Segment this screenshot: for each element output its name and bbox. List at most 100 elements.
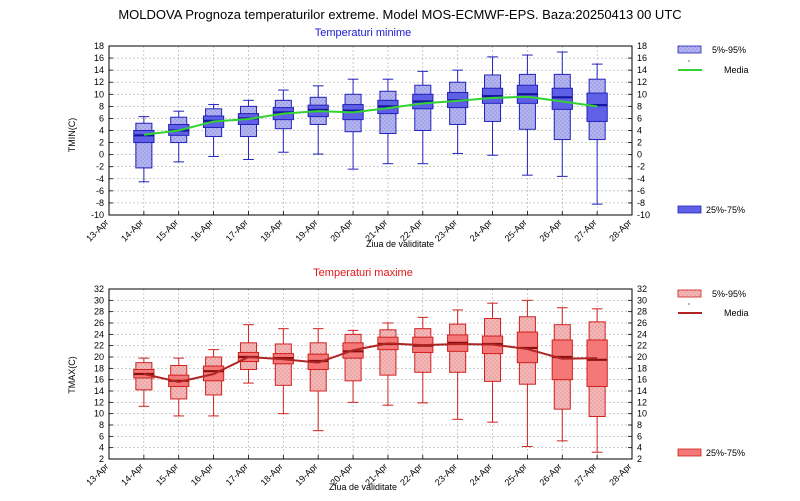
y-tick-label-right: 16 bbox=[637, 375, 647, 385]
y-tick-label-right: -6 bbox=[637, 186, 645, 196]
mean-line bbox=[143, 342, 598, 383]
legend-label-mean: Media bbox=[724, 65, 749, 75]
legend-label-p25-75: 25%-75% bbox=[706, 448, 745, 458]
y-tick-label-left: -4 bbox=[96, 174, 104, 184]
x-tick-label: 27-Apr bbox=[572, 217, 598, 243]
y-tick-label-left: -8 bbox=[96, 198, 104, 208]
y-tick-label-right: 18 bbox=[637, 363, 647, 373]
y-tick-label-left: 8 bbox=[99, 101, 104, 111]
y-tick-label-left: 16 bbox=[94, 53, 104, 63]
y-tick-label-right: 10 bbox=[637, 89, 647, 99]
y-tick-label-right: 4 bbox=[637, 443, 642, 453]
y-tick-label-right: 6 bbox=[637, 113, 642, 123]
y-tick-label-right: 4 bbox=[637, 126, 642, 136]
plot-frame bbox=[108, 288, 633, 460]
box-p25-p75 bbox=[551, 87, 573, 110]
y-tick-label-right: 20 bbox=[637, 352, 647, 362]
legend-dot-marker bbox=[688, 303, 690, 305]
y-tick-label-right: 2 bbox=[637, 138, 642, 148]
legend-swatch-p5-95 bbox=[677, 289, 702, 298]
y-tick-label-left: 14 bbox=[94, 65, 104, 75]
legend-dot-marker bbox=[688, 60, 690, 62]
x-tick-label: 15-Apr bbox=[154, 461, 180, 487]
x-tick-label: 24-Apr bbox=[468, 461, 494, 487]
y-tick-label-left: -2 bbox=[96, 162, 104, 172]
box-p25-p75 bbox=[133, 130, 155, 144]
x-tick-label: 13-Apr bbox=[84, 461, 110, 487]
y-tick-label-left: 16 bbox=[94, 375, 104, 385]
legend-swatch-p25-75 bbox=[677, 448, 702, 457]
legend-label-mean: Media bbox=[724, 308, 749, 318]
y-tick-label-right: 10 bbox=[637, 409, 647, 419]
y-tick-label-right: 16 bbox=[637, 53, 647, 63]
y-tick-label-right: 2 bbox=[637, 454, 642, 464]
y-tick-label-right: 24 bbox=[637, 329, 647, 339]
box-p5-p95 bbox=[274, 343, 292, 386]
x-tick-label: 25-Apr bbox=[503, 461, 529, 487]
x-tick-label: 15-Apr bbox=[154, 217, 180, 243]
y-tick-label-left: 2 bbox=[99, 138, 104, 148]
tmin-panel-title: Temperaturi minime bbox=[315, 27, 412, 39]
x-tick-label: 28-Apr bbox=[607, 461, 633, 487]
box-p5-p95 bbox=[379, 329, 397, 376]
y-tick-label-left: 12 bbox=[94, 77, 104, 87]
x-tick-label: 17-Apr bbox=[224, 461, 250, 487]
tmax-panel-title: Temperaturi maxime bbox=[313, 267, 413, 279]
y-tick-label-right: -4 bbox=[637, 174, 645, 184]
x-tick-label: 26-Apr bbox=[538, 461, 564, 487]
y-tick-label-left: -6 bbox=[96, 186, 104, 196]
x-tick-label: 23-Apr bbox=[433, 217, 459, 243]
tmax-panel: Temperaturi maxime Ziua de validitate TM… bbox=[67, 267, 749, 492]
y-tick-label-right: -8 bbox=[637, 198, 645, 208]
mean-line bbox=[143, 95, 598, 136]
y-tick-label-right: 30 bbox=[637, 295, 647, 305]
y-tick-label-right: 6 bbox=[637, 431, 642, 441]
y-tick-label-left: 32 bbox=[94, 284, 104, 294]
y-tick-label-left: 10 bbox=[94, 89, 104, 99]
y-tick-label-right: 14 bbox=[637, 386, 647, 396]
y-tick-label-right: 18 bbox=[637, 41, 647, 51]
y-tick-label-left: -10 bbox=[91, 210, 104, 220]
plot-frame bbox=[108, 45, 633, 216]
y-tick-label-left: 26 bbox=[94, 318, 104, 328]
legend-swatch-p5-95 bbox=[677, 45, 702, 54]
y-tick-label-left: 18 bbox=[94, 363, 104, 373]
legend-swatch-p25-75 bbox=[677, 205, 702, 214]
legend-label-p25-75: 25%-75% bbox=[706, 205, 745, 215]
y-tick-label-left: 4 bbox=[99, 126, 104, 136]
legend-label-p5-95: 5%-95% bbox=[712, 289, 746, 299]
y-tick-label-left: 18 bbox=[94, 41, 104, 51]
x-tick-label: 18-Apr bbox=[259, 461, 285, 487]
x-tick-label: 23-Apr bbox=[433, 461, 459, 487]
x-tick-label: 24-Apr bbox=[468, 217, 494, 243]
x-tick-label: 26-Apr bbox=[538, 217, 564, 243]
y-tick-label-right: -10 bbox=[637, 210, 650, 220]
y-tick-label-left: 20 bbox=[94, 352, 104, 362]
tmin-y-axis-label: TMIN(C) bbox=[67, 118, 77, 153]
x-tick-label: 16-Apr bbox=[189, 217, 215, 243]
tmax-y-axis-label: TMAX(C) bbox=[67, 356, 77, 394]
y-tick-label-left: 4 bbox=[99, 443, 104, 453]
y-tick-label-left: 22 bbox=[94, 341, 104, 351]
y-tick-label-right: 14 bbox=[637, 65, 647, 75]
chart-main-title: MOLDOVA Prognoza temperaturilor extreme.… bbox=[118, 7, 681, 22]
y-tick-label-left: 2 bbox=[99, 454, 104, 464]
y-tick-label-right: -2 bbox=[637, 162, 645, 172]
x-tick-label: 27-Apr bbox=[572, 461, 598, 487]
tmax-legend: 5%-95% Media 25%-75% bbox=[677, 289, 749, 458]
y-tick-label-right: 12 bbox=[637, 397, 647, 407]
y-tick-label-left: 14 bbox=[94, 386, 104, 396]
x-tick-label: 20-Apr bbox=[328, 217, 354, 243]
y-tick-label-left: 6 bbox=[99, 431, 104, 441]
x-tick-label: 18-Apr bbox=[259, 217, 285, 243]
x-tick-label: 17-Apr bbox=[224, 217, 250, 243]
tmin-x-axis-label: Ziua de validitate bbox=[366, 239, 434, 249]
tmin-panel: Temperaturi minime Ziua de validitate TM… bbox=[67, 27, 749, 249]
y-tick-label-right: 8 bbox=[637, 101, 642, 111]
x-tick-label: 19-Apr bbox=[293, 461, 319, 487]
x-tick-label: 25-Apr bbox=[503, 217, 529, 243]
x-tick-label: 14-Apr bbox=[119, 217, 145, 243]
x-tick-label: 16-Apr bbox=[189, 461, 215, 487]
tmin-legend: 5%-95% Media 25%-75% bbox=[677, 45, 749, 215]
